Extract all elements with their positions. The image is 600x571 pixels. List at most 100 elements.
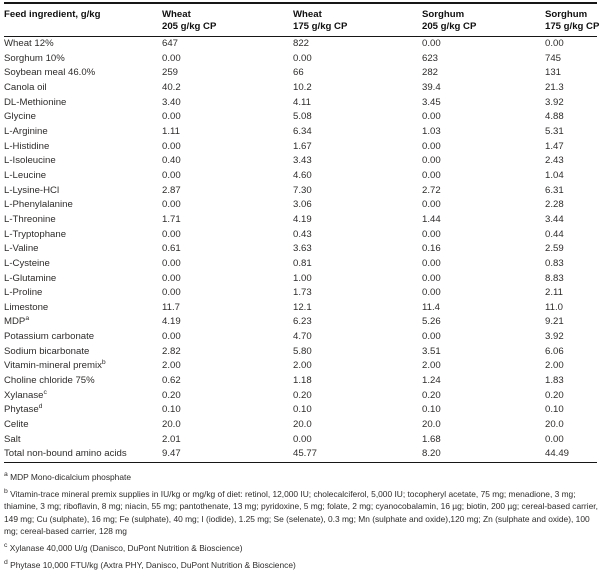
ingredient-cell: L-Phenylalanine <box>4 198 162 213</box>
table-row: L-Lysine-HCl 2.87 7.30 2.72 6.31 <box>4 184 597 199</box>
header-line2: 205 g/kg CP <box>422 20 477 32</box>
ingredient-cell: L-Tryptophane <box>4 228 162 243</box>
value-cell-sorghum-175: 0.44 <box>545 228 564 240</box>
footnote-marker: b <box>101 359 106 367</box>
value-cell-wheat-175: 4.70 <box>293 331 312 343</box>
value-cell-sorghum-205: 5.26 <box>422 316 441 328</box>
footnote-c-marker: c <box>4 542 8 550</box>
value-cell-wheat-205: 647 <box>162 38 179 49</box>
table-row: L-Glutamine 0.00 1.00 0.00 8.83 <box>4 272 597 287</box>
ingredient-label: L-Proline <box>4 287 43 299</box>
value-cell-wheat-175: 6.34 <box>293 125 312 137</box>
column-header-sorghum-175: Sorghum 175 g/kg CP <box>545 3 600 37</box>
value-cell-wheat-205: 0.00 <box>162 111 181 123</box>
ingredient-cell: Sorghum 10% <box>4 52 162 67</box>
table-row: Sorghum 10% 0.00 0.00 623 745 <box>4 52 597 67</box>
table-row: Salt 2.01 0.00 1.68 0.00 <box>4 433 597 448</box>
value-cell-wheat-175: 0.43 <box>293 228 312 240</box>
value-cell-sorghum-205: 0.00 <box>422 287 441 299</box>
ingredient-label: L-Histidine <box>4 140 50 152</box>
footnote-d-marker: d <box>4 559 8 567</box>
value-cell-sorghum-205: 282 <box>422 67 439 79</box>
ingredient-cell: L-Arginine <box>4 125 162 140</box>
table-row: L-Histidine 0.00 1.67 0.00 1.47 <box>4 140 597 155</box>
table-row: MDPa 4.19 6.23 5.26 9.21 <box>4 315 597 330</box>
value-cell-sorghum-205: 0.16 <box>422 243 441 255</box>
value-cell-wheat-175: 4.11 <box>293 96 311 108</box>
table-row: Canola oil 40.2 10.2 39.4 21.3 <box>4 81 597 96</box>
value-cell-wheat-205: 0.00 <box>162 257 181 269</box>
footnote-d-text: Phytase 10,000 FTU/kg (Axtra PHY, Danisc… <box>10 559 296 570</box>
column-header-wheat-175: Wheat 175 g/kg CP <box>293 3 422 37</box>
ingredient-label: Vitamin-mineral premix <box>4 360 102 372</box>
value-cell-sorghum-175: 3.92 <box>545 331 564 343</box>
value-cell-sorghum-205: 2.72 <box>422 184 441 196</box>
value-cell-sorghum-175: 3.92 <box>545 96 564 108</box>
ingredient-cell: Choline chloride 75% <box>4 374 162 389</box>
value-cell-wheat-205: 40.2 <box>162 81 181 93</box>
ingredient-label: Total non-bound amino acids <box>4 448 127 460</box>
value-cell-wheat-205: 0.00 <box>162 169 181 181</box>
value-cell-sorghum-205: 39.4 <box>422 81 441 93</box>
table-row: Celite 20.0 20.0 20.0 20.0 <box>4 418 597 433</box>
value-cell-wheat-175: 5.08 <box>293 111 312 123</box>
ingredient-cell: Soybean meal 46.0% <box>4 66 162 81</box>
value-cell-sorghum-175: 0.83 <box>545 257 564 269</box>
table-row: L-Leucine 0.00 4.60 0.00 1.04 <box>4 169 597 184</box>
footnote-a-text: MDP Mono-dicalcium phosphate <box>10 472 131 483</box>
table-row: DL-Methionine 3.40 4.11 3.45 3.92 <box>4 96 597 111</box>
value-cell-wheat-175: 45.77 <box>293 447 422 464</box>
ingredient-label: Canola oil <box>4 81 47 93</box>
value-cell-sorghum-205: 0.00 <box>422 228 441 240</box>
ingredient-cell: L-Valine <box>4 242 162 257</box>
ingredient-cell: Total non-bound amino acids <box>4 447 162 464</box>
value-cell-wheat-175: 822 <box>293 38 310 49</box>
value-cell-wheat-175: 4.60 <box>293 169 312 181</box>
value-cell-sorghum-175: 1.47 <box>545 140 564 152</box>
ingredient-label: L-Leucine <box>4 169 47 181</box>
value-cell-wheat-205: 0.40 <box>162 155 181 167</box>
value-cell-sorghum-205: 0.00 <box>422 38 441 49</box>
value-cell-wheat-175: 0.00 <box>293 433 312 445</box>
footnote-b: b Vitamin-trace mineral premix supplies … <box>4 488 598 538</box>
ingredient-label: L-Lysine-HCl <box>4 184 60 196</box>
value-cell-sorghum-175: 2.43 <box>545 155 564 167</box>
value-cell-wheat-205: 1.11 <box>162 125 180 137</box>
value-cell-wheat-205: 0.00 <box>162 52 181 64</box>
value-cell-sorghum-205: 0.00 <box>422 155 441 167</box>
table-row: Vitamin-mineral premixb 2.00 2.00 2.00 2… <box>4 359 597 374</box>
value-cell-sorghum-175: 6.06 <box>545 345 564 357</box>
value-cell-sorghum-205: 0.20 <box>422 389 441 401</box>
value-cell-wheat-205: 1.71 <box>162 213 181 225</box>
value-cell-wheat-175: 0.10 <box>293 404 312 416</box>
ingredient-cell: L-Threonine <box>4 213 162 228</box>
value-cell-wheat-205: 0.00 <box>162 272 181 284</box>
value-cell-sorghum-205: 0.00 <box>422 140 441 152</box>
header-line2: 205 g/kg CP <box>162 20 217 32</box>
value-cell-sorghum-205: 11.4 <box>422 301 440 313</box>
value-cell-wheat-175: 1.18 <box>293 375 312 387</box>
table-row: Potassium carbonate 0.00 4.70 0.00 3.92 <box>4 330 597 345</box>
ingredient-cell: Canola oil <box>4 81 162 96</box>
table-row: Soybean meal 46.0% 259 66 282 131 <box>4 66 597 81</box>
ingredient-label: Wheat 12% <box>4 38 54 49</box>
value-cell-sorghum-205: 2.00 <box>422 360 441 372</box>
ingredient-cell: Salt <box>4 433 162 448</box>
value-cell-wheat-175: 3.43 <box>293 155 312 167</box>
ingredient-label: MDP <box>4 316 26 328</box>
value-cell-wheat-205: 2.00 <box>162 360 181 372</box>
value-cell-wheat-205: 0.00 <box>162 199 181 211</box>
value-cell-sorghum-205: 1.44 <box>422 213 441 225</box>
value-cell-sorghum-205: 3.51 <box>422 345 441 357</box>
value-cell-wheat-175: 3.06 <box>293 199 312 211</box>
ingredient-label: Soybean meal 46.0% <box>4 67 96 79</box>
table-row: L-Tryptophane 0.00 0.43 0.00 0.44 <box>4 228 597 243</box>
header-row: Feed ingredient, g/kg Wheat 205 g/kg CP … <box>4 3 600 37</box>
footnote-marker: d <box>38 403 43 411</box>
ingredient-label: Celite <box>4 419 29 431</box>
column-header-sorghum-205: Sorghum 205 g/kg CP <box>422 3 545 37</box>
table-row: Choline chloride 75% 0.62 1.18 1.24 1.83 <box>4 374 597 389</box>
table-row: Total non-bound amino acids 9.47 45.77 8… <box>4 447 597 464</box>
value-cell-sorghum-175: 2.00 <box>545 360 564 372</box>
header-line2: 175 g/kg CP <box>545 20 600 32</box>
